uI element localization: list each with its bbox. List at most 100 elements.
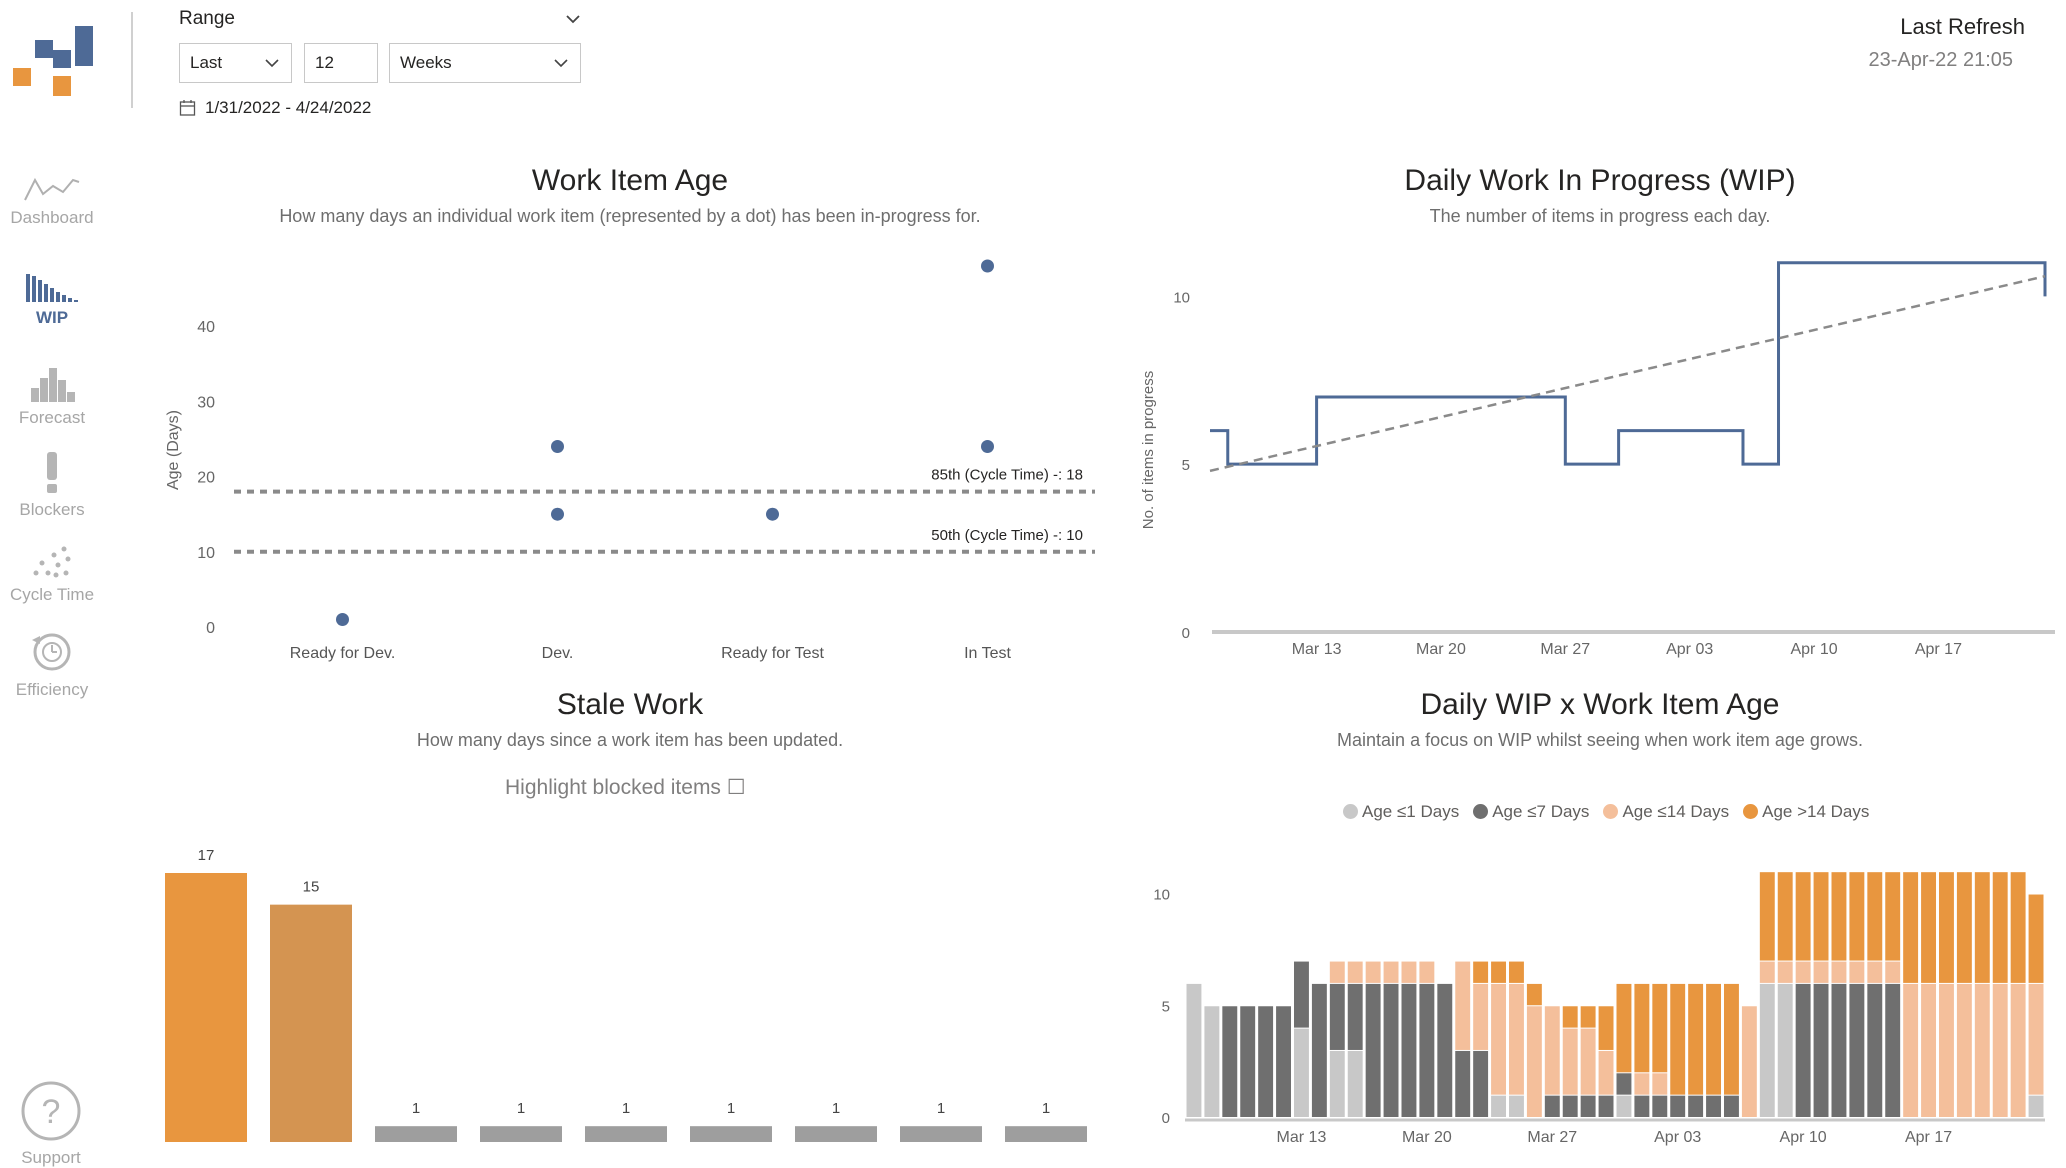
- nav-cycle-time[interactable]: Cycle Time: [0, 545, 104, 605]
- scatter-point: [551, 507, 564, 521]
- stacked-bar-segment: [1795, 872, 1811, 961]
- stacked-bar-segment: [1867, 983, 1883, 1117]
- stacked-bar-segment: [1240, 1006, 1256, 1117]
- nav-blockers[interactable]: Blockers: [0, 450, 104, 520]
- stacked-bar-segment: [1526, 1006, 1542, 1117]
- legend-swatch: [1473, 804, 1489, 819]
- stacked-bar-segment: [1419, 983, 1435, 1117]
- stacked-bar-segment: [1992, 983, 2008, 1117]
- wip-age-title: Daily WIP x Work Item Age: [1420, 688, 1780, 721]
- bar-data-label: 17: [198, 847, 215, 864]
- nav-forecast[interactable]: Forecast: [0, 366, 104, 428]
- stacked-bar-segment: [1813, 872, 1829, 961]
- svg-text:?: ?: [42, 1093, 61, 1131]
- stacked-bar-segment: [1455, 1050, 1471, 1117]
- stacked-bar-segment: [1670, 983, 1686, 1095]
- stacked-bar-segment: [2028, 983, 2044, 1095]
- y-tick-label: 0: [1182, 625, 1190, 642]
- stacked-bar-segment: [1562, 1006, 1578, 1028]
- stale-bar: [690, 1126, 772, 1142]
- support-link[interactable]: ? Support: [10, 1080, 92, 1168]
- x-tick-label: Apr 03: [1654, 1129, 1701, 1146]
- bar-data-label: 1: [622, 1100, 630, 1117]
- wip-age-chart: 0 5 10 Mar 13 Mar 20 Mar 27 Apr 03 Apr 10 Apr 17: [1153, 872, 2045, 1146]
- calendar-icon: [179, 100, 196, 116]
- nav-label: Efficiency: [15, 680, 89, 699]
- stacked-bar-segment: [1688, 1095, 1704, 1117]
- highlight-blocked-toggle[interactable]: Highlight blocked items ☐: [505, 776, 746, 799]
- nav-efficiency[interactable]: Efficiency: [0, 630, 104, 700]
- legend-item[interactable]: Age ≤7 Days: [1473, 802, 1589, 822]
- stale-bar: [480, 1126, 562, 1142]
- work-item-age-chart: 0 10 20 30 40 Age (Days) Ready for Dev. Dev. Rea…: [165, 259, 1095, 662]
- bar-data-label: 1: [832, 1100, 840, 1117]
- nav-dashboard[interactable]: Dashboard: [0, 172, 104, 228]
- stacked-bar-segment: [1276, 1006, 1291, 1117]
- stacked-bar-segment: [1598, 1050, 1614, 1095]
- stacked-bar-segment: [1258, 1006, 1274, 1117]
- stacked-bar-segment: [1473, 1050, 1489, 1117]
- last-refresh-value: 23-Apr-22 21:05: [1868, 49, 2013, 71]
- stacked-bar-segment: [1921, 983, 1936, 1117]
- legend-item[interactable]: Age >14 Days: [1743, 802, 1869, 822]
- stacked-bar-segment: [2010, 872, 2026, 983]
- stacked-bar-segment: [1992, 872, 2008, 983]
- stacked-bar-segment: [1974, 872, 1990, 983]
- stacked-bar-segment: [1974, 983, 1990, 1117]
- stacked-bar-segment: [1849, 983, 1865, 1117]
- reference-line-label: 85th (Cycle Time) -: 18: [931, 467, 1083, 484]
- wip-age-legend: Age ≤1 Days Age ≤7 Days Age ≤14 Days Age…: [1343, 802, 1869, 822]
- line-chart-icon: [24, 177, 80, 201]
- scatter-icon: [33, 546, 71, 578]
- stacked-bar-segment: [1956, 872, 1972, 983]
- stacked-bar-segment: [1652, 1073, 1668, 1095]
- legend-item[interactable]: Age ≤14 Days: [1603, 802, 1729, 822]
- bar-data-label: 1: [517, 1100, 525, 1117]
- x-tick-label: Apr 10: [1780, 1129, 1827, 1146]
- stacked-bar-segment: [1706, 983, 1721, 1095]
- stacked-bar-segment: [1939, 872, 1954, 983]
- nav-wip[interactable]: WIP: [0, 272, 104, 328]
- stacked-bar-segment: [1813, 983, 1829, 1117]
- stale-bar: [795, 1126, 877, 1142]
- stacked-bar-segment: [1509, 961, 1524, 983]
- sidebar-divider: [131, 12, 133, 108]
- stale-bar: [270, 904, 352, 1142]
- histogram-icon: [31, 368, 75, 402]
- legend-item[interactable]: Age ≤1 Days: [1343, 802, 1459, 822]
- scatter-point: [766, 507, 779, 521]
- stacked-bar-segment: [1562, 1028, 1578, 1095]
- x-tick-label: Mar 13: [1292, 641, 1342, 658]
- stacked-bar-segment: [1831, 872, 1847, 961]
- range-mode-select[interactable]: Last: [179, 43, 292, 83]
- bar-data-label: 1: [1042, 1100, 1050, 1117]
- chevron-down-icon[interactable]: [562, 8, 584, 30]
- stacked-bar-segment: [1383, 983, 1399, 1117]
- stacked-bar-segment: [1311, 983, 1327, 1117]
- stacked-bar-segment: [1885, 983, 1901, 1117]
- x-tick-label: Ready for Dev.: [290, 645, 396, 662]
- daily-wip-subtitle: The number of items in progress each day…: [1429, 206, 1771, 226]
- stacked-bar-segment: [1813, 961, 1829, 983]
- range-unit-select[interactable]: Weeks: [389, 43, 581, 83]
- legend-swatch: [1603, 804, 1619, 819]
- y-tick-label: 20: [197, 470, 215, 487]
- legend-label: Age ≤1 Days: [1362, 802, 1460, 821]
- x-tick-label: Apr 03: [1666, 641, 1713, 658]
- stacked-bar-segment: [1867, 872, 1883, 961]
- last-refresh-label: Last Refresh: [1900, 14, 2025, 39]
- daily-wip-title: Daily Work In Progress (WIP): [1404, 164, 1796, 197]
- stacked-bar-segment: [1795, 961, 1811, 983]
- stacked-bar-segment: [1473, 983, 1489, 1050]
- stacked-bar-segment: [1580, 1095, 1596, 1117]
- stacked-bar-segment: [2028, 1095, 2044, 1117]
- stacked-bar-segment: [1401, 983, 1417, 1117]
- stacked-bar-segment: [1383, 961, 1399, 983]
- y-tick-label: 10: [1153, 887, 1170, 904]
- y-tick-label: 5: [1162, 998, 1170, 1015]
- range-count-input[interactable]: 12: [304, 43, 378, 83]
- nav-label: WIP: [35, 308, 69, 327]
- stale-work-chart: 17 15 1 1 1 1 1 1 1: [165, 847, 1087, 1142]
- stacked-bar-segment: [1849, 872, 1865, 961]
- x-tick-label: Mar 13: [1277, 1129, 1327, 1146]
